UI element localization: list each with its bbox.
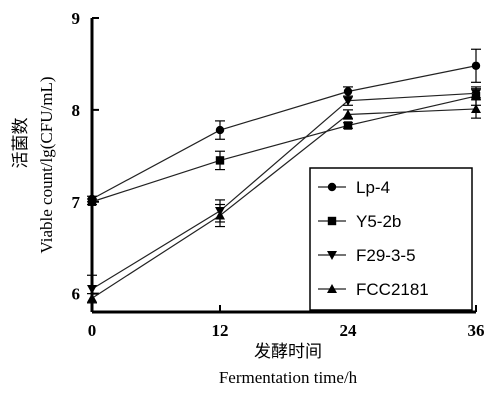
data-point (471, 61, 481, 70)
series-line (91, 65, 477, 200)
data-point (343, 96, 353, 106)
data-point (343, 121, 353, 130)
data-point (215, 125, 225, 135)
axes (90, 18, 476, 314)
data-point (87, 293, 97, 303)
legend-label: FCC2181 (356, 280, 429, 299)
y-tick-label: 6 (72, 285, 81, 304)
legend-label: Y5-2b (356, 212, 401, 231)
y-ticks: 6 7 8 9 (72, 9, 99, 304)
series-line (91, 108, 477, 299)
x-ticks: 0 12 24 36 (88, 305, 485, 340)
legend-item: FCC2181 (318, 280, 429, 299)
data-point (471, 89, 481, 99)
data-point (471, 103, 481, 113)
legend-item: Lp-4 (318, 178, 390, 197)
data-point (343, 87, 353, 96)
x-axis-title-en: Fermentation time/h (219, 368, 358, 387)
legend-item: Y5-2b (318, 212, 401, 231)
x-tick-label: 0 (88, 321, 97, 340)
data-point (87, 285, 97, 295)
legend-marker (327, 251, 337, 260)
legend-marker (327, 284, 337, 293)
series-line (91, 95, 477, 203)
legend-box (309, 167, 473, 311)
y-axis-title-cn: 活菌数 (11, 118, 30, 169)
x-axis-title-cn: 发酵时间 (254, 342, 322, 361)
data-point (215, 210, 225, 220)
legend-label: Lp-4 (356, 178, 390, 197)
series-F29-3-5 (87, 88, 481, 304)
legend-label: F29-3-5 (356, 246, 416, 265)
series-layer (87, 48, 481, 304)
series-line (91, 92, 477, 290)
series-FCC2181 (87, 99, 481, 304)
x-tick-label: 24 (340, 321, 358, 340)
x-tick-label: 12 (212, 321, 229, 340)
y-axis-title-en: Viable count/lg(CFU/mL) (37, 77, 56, 254)
data-point (343, 109, 353, 119)
data-point (87, 197, 97, 206)
legend-item: F29-3-5 (318, 246, 416, 265)
y-axis-title: 活菌数 Viable count/lg(CFU/mL) (11, 77, 56, 254)
x-axis-title: 发酵时间 Fermentation time/h (219, 342, 358, 387)
y-tick-label: 8 (72, 101, 81, 120)
legend-marker (327, 216, 337, 226)
data-point (215, 156, 225, 165)
legend: Lp-4 Y5-2b F29-3-5 FCC2181 (309, 167, 473, 311)
y-tick-label: 9 (72, 9, 81, 28)
legend-marker (327, 182, 337, 192)
x-tick-label: 36 (468, 321, 485, 340)
y-tick-label: 7 (72, 193, 81, 212)
